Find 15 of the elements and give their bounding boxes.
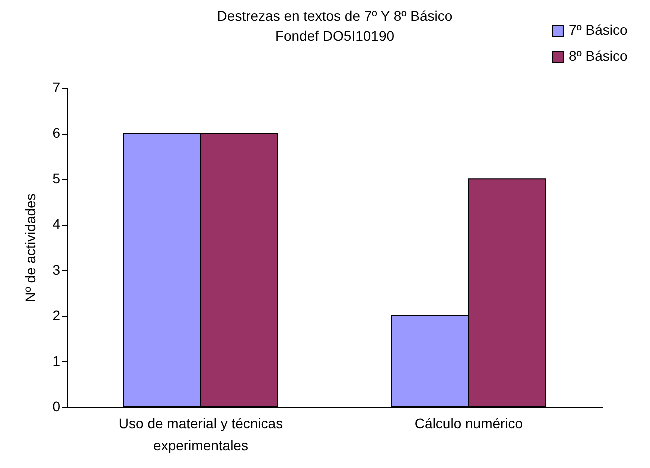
- legend-label: 7º Básico: [569, 22, 628, 38]
- y-axis-title: Nº de actividades: [22, 194, 39, 302]
- y-tick-label: 0: [52, 398, 61, 414]
- y-tick-label: 3: [52, 262, 61, 278]
- x-tick-label: Cálculo numérico: [414, 416, 524, 432]
- chart-subtitle: Fondef DO5I10190: [275, 28, 395, 44]
- y-tick-label: 5: [52, 170, 61, 187]
- y-tick-label: 7: [52, 80, 61, 96]
- y-tick-label: 1: [52, 352, 61, 369]
- x-tick-label: Uso de material y técnicas experimentales: [118, 416, 284, 454]
- y-tick-label: 6: [52, 125, 61, 142]
- y-tick-label: 4: [52, 216, 61, 232]
- legend-label: 8º Básico: [569, 48, 628, 64]
- y-tick-label: 2: [52, 307, 61, 324]
- chart-title: Destrezas en textos de 7º Y 8º Básico: [217, 8, 453, 24]
